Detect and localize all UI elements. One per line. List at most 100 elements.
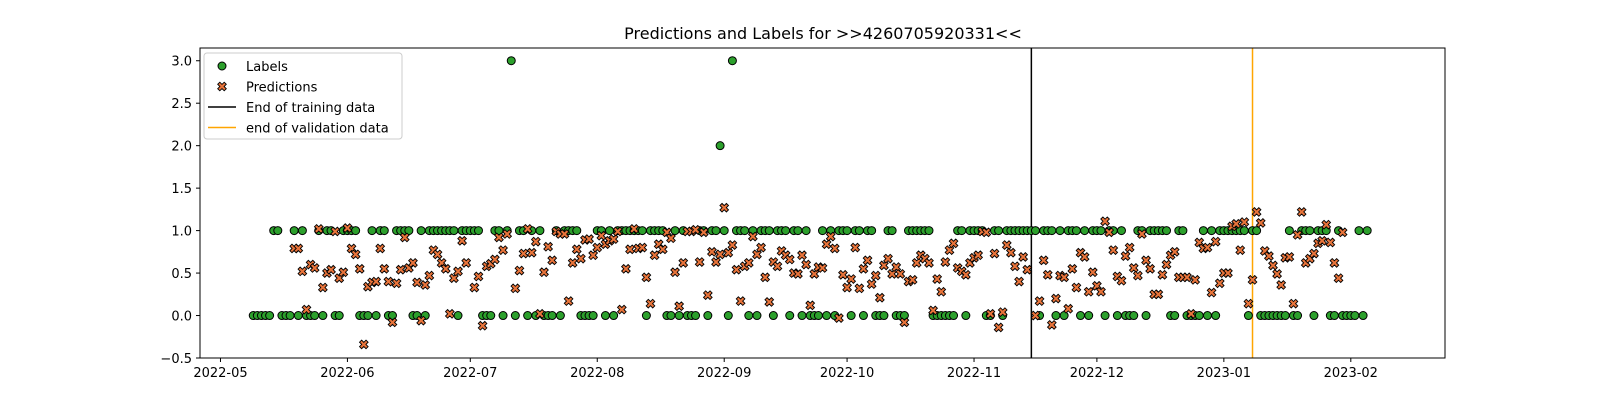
y-tick-label: 2.0 [171,140,192,155]
prediction-point [1223,268,1233,279]
y-tick-label: 0.0 [171,310,192,325]
prediction-point [1255,218,1266,228]
prediction-point [1276,280,1287,290]
prediction-point [1317,235,1328,246]
prediction-point [1137,229,1147,239]
prediction-point [657,244,668,255]
label-point [666,311,676,321]
prediction-point [494,232,504,243]
label-point [670,226,680,236]
prediction-point [960,269,971,280]
label-point [1252,226,1262,236]
prediction-point [1046,319,1057,330]
prediction-point [637,242,648,253]
prediction-point [645,298,656,309]
prediction-point [420,280,431,290]
prediction-point [592,242,603,253]
label-point [818,226,827,236]
prediction-point [805,300,816,311]
label-point [1239,226,1249,236]
label-point [858,311,868,321]
prediction-point [477,320,488,331]
prediction-point [371,276,382,287]
prediction-point [571,244,582,255]
label-point [1329,311,1339,321]
prediction-point [1096,286,1106,297]
prediction-point [1292,229,1303,240]
prediction-point [616,304,627,315]
prediction-point [870,270,881,281]
prediction-point [1071,282,1082,293]
prediction-point [833,313,844,324]
label-point [1051,311,1061,321]
x-tick-label: 2022-11 [947,366,1001,381]
prediction-point [1018,251,1029,262]
prediction-point [706,246,717,257]
label-point [801,226,811,236]
prediction-point [1145,263,1156,274]
prediction-point [850,242,861,253]
y-axis: −0.5 0.0 0.5 1.0 1.5 2.0 2.5 3.0 [160,55,200,367]
prediction-point [522,223,533,234]
legend-label: Predictions [246,81,318,96]
prediction-point [1247,274,1258,285]
label-point [1170,311,1180,321]
prediction-point [1161,259,1172,270]
prediction-point [313,223,324,234]
label-point [846,311,856,321]
label-point [379,226,389,236]
label-point [957,226,967,236]
label-point [1047,226,1057,236]
prediction-point [1214,278,1225,289]
prediction-point [1079,251,1090,262]
prediction-point [1124,242,1135,253]
label-point [740,226,750,236]
prediction-point [1284,251,1295,262]
prediction-point [764,297,775,307]
prediction-point [1030,310,1041,321]
label-point [506,56,516,66]
prediction-point [297,266,308,277]
label-point [609,311,619,321]
label-point [310,311,320,321]
prediction-point [469,282,480,293]
prediction-point [760,272,771,283]
prediction-point [1014,276,1025,287]
prediction-point [936,286,947,297]
prediction-point [674,301,685,312]
label-point [781,226,791,236]
prediction-point [649,250,660,261]
prediction-point [989,248,1000,259]
legend-marker-predictions [217,81,227,92]
label-point [588,311,598,321]
prediction-point [924,257,934,268]
prediction-point [399,232,410,243]
label-point [297,226,307,236]
prediction-point [547,255,558,266]
plot-frame [199,47,1446,359]
x-tick-label: 2022-10 [820,366,874,381]
label-point [1071,226,1081,236]
prediction-point [997,307,1008,318]
prediction-point [391,278,402,289]
prediction-point [854,283,865,294]
prediction-point [309,263,320,273]
label-point [637,226,647,236]
x-tick-label: 2022-08 [570,366,624,381]
prediction-point [817,263,828,273]
prediction-point [416,315,427,326]
prediction-point [424,270,435,281]
prediction-point [747,231,758,242]
label-point [674,311,684,321]
prediction-point [301,304,312,315]
prediction-point [473,271,484,282]
prediction-point [948,238,959,249]
prediction-point [940,257,951,267]
prediction-point [1263,251,1274,262]
prediction-point [1182,272,1192,283]
legend: Labels Predictions End of training data end… [203,52,403,140]
legend-label: end of validation data [246,122,389,137]
y-tick-label: 1.0 [171,225,192,240]
label-point [793,226,803,236]
prediction-point [612,226,623,237]
